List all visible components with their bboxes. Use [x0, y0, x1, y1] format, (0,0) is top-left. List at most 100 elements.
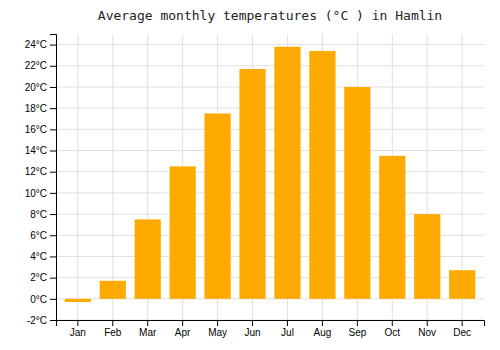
grid-line — [56, 150, 484, 151]
tick-mark — [112, 320, 113, 326]
tick-label: 10°C — [25, 188, 47, 199]
tick-mark — [50, 256, 56, 257]
grid-line — [56, 108, 484, 109]
tick: Nov — [418, 320, 436, 338]
tick: 6°C — [30, 230, 56, 241]
tick-mark — [50, 129, 56, 130]
tick: 2°C — [30, 272, 56, 283]
grid-line — [56, 65, 484, 66]
tick: 20°C — [25, 82, 56, 93]
tick-mark — [427, 320, 428, 326]
tick-label: Apr — [175, 327, 191, 338]
tick: 16°C — [25, 124, 56, 135]
tick: 4°C — [30, 251, 56, 262]
tick-label: Jan — [70, 327, 86, 338]
tick-label: Aug — [314, 327, 332, 338]
tick-label: Jul — [281, 327, 294, 338]
x-axis: Jan Feb Mar Apr May Jun Jul Aug Sep Oct Nov Dec — [57, 320, 485, 338]
tick-label: May — [208, 327, 227, 338]
axis-line — [57, 321, 485, 327]
grid — [56, 34, 484, 320]
bar — [414, 214, 440, 299]
tick-mark — [50, 320, 56, 321]
tick-mark — [50, 172, 56, 173]
tick-label: 0°C — [30, 294, 47, 305]
bar — [344, 87, 370, 299]
tick: Oct — [385, 320, 401, 338]
tick-label: Dec — [453, 327, 471, 338]
tick: Sep — [348, 320, 366, 338]
tick-label: 2°C — [30, 272, 47, 283]
tick-label: 16°C — [25, 124, 47, 135]
tick-mark — [50, 214, 56, 215]
tick-mark — [50, 66, 56, 67]
tick-mark — [462, 320, 463, 326]
tick: Apr — [175, 320, 191, 338]
tick-mark — [50, 87, 56, 88]
tick: 18°C — [25, 103, 56, 114]
bar — [170, 166, 196, 298]
tick-label: 18°C — [25, 103, 47, 114]
tick-mark — [50, 108, 56, 109]
tick: Dec — [453, 320, 471, 338]
tick-mark — [147, 320, 148, 326]
tick: Feb — [104, 320, 122, 338]
tick-label: Mar — [139, 327, 157, 338]
tick: Aug — [314, 320, 332, 338]
chart: -2°C 0°C 2°C 4°C 6°C 8°C 10°C 12°C 14°C 16°C 18°C 2… — [0, 0, 500, 350]
plot: -2°C 0°C 2°C 4°C 6°C 8°C 10°C 12°C 14°C 16°C 18°C 2… — [25, 34, 485, 338]
grid-line — [56, 86, 484, 87]
tick-label: Oct — [385, 327, 401, 338]
tick: 22°C — [25, 60, 56, 71]
tick-label: Jun — [244, 327, 260, 338]
tick-label: 4°C — [30, 251, 47, 262]
grid-line — [56, 192, 484, 193]
grid-line — [56, 171, 484, 172]
tick: -2°C — [27, 315, 56, 326]
tick: 14°C — [25, 145, 56, 156]
bar — [274, 47, 300, 299]
title: Average monthly temperatures (°C ) in Ha… — [98, 8, 442, 23]
tick-mark — [287, 320, 288, 326]
tick: Jul — [281, 320, 294, 338]
tick-mark — [77, 320, 78, 326]
y-axis: -2°C 0°C 2°C 4°C 6°C 8°C 10°C 12°C 14°C 16°C 18°C 2… — [25, 35, 57, 326]
tick-label: 24°C — [25, 39, 47, 50]
tick: 12°C — [25, 166, 56, 177]
tick-label: -2°C — [27, 315, 47, 326]
tick-label: 8°C — [30, 209, 47, 220]
tick: 8°C — [30, 209, 56, 220]
tick-label: 20°C — [25, 82, 47, 93]
bar — [449, 270, 475, 299]
grid-line — [77, 34, 78, 320]
tick-mark — [322, 320, 323, 326]
tick-label: Feb — [104, 327, 122, 338]
tick-mark — [50, 278, 56, 279]
tick-label: 14°C — [25, 145, 47, 156]
tick: Jan — [70, 320, 86, 338]
tick-mark — [217, 320, 218, 326]
bar — [379, 156, 405, 299]
bar — [65, 299, 91, 302]
tick: Jun — [244, 320, 260, 338]
axis-line — [50, 35, 57, 321]
tick: May — [208, 320, 227, 338]
bar — [309, 51, 335, 299]
grid-line — [112, 34, 113, 320]
tick-label: Sep — [348, 327, 366, 338]
tick: Mar — [139, 320, 157, 338]
bar — [100, 281, 126, 299]
tick: 10°C — [25, 188, 56, 199]
tick-mark — [50, 235, 56, 236]
tick-mark — [50, 45, 56, 46]
bar — [135, 219, 161, 298]
bar — [204, 113, 230, 298]
tick-mark — [182, 320, 183, 326]
tick-mark — [392, 320, 393, 326]
tick-mark — [50, 193, 56, 194]
grid-line — [56, 44, 484, 45]
tick-mark — [357, 320, 358, 326]
tick-label: 6°C — [30, 230, 47, 241]
tick-mark — [252, 320, 253, 326]
tick-label: Nov — [418, 327, 436, 338]
